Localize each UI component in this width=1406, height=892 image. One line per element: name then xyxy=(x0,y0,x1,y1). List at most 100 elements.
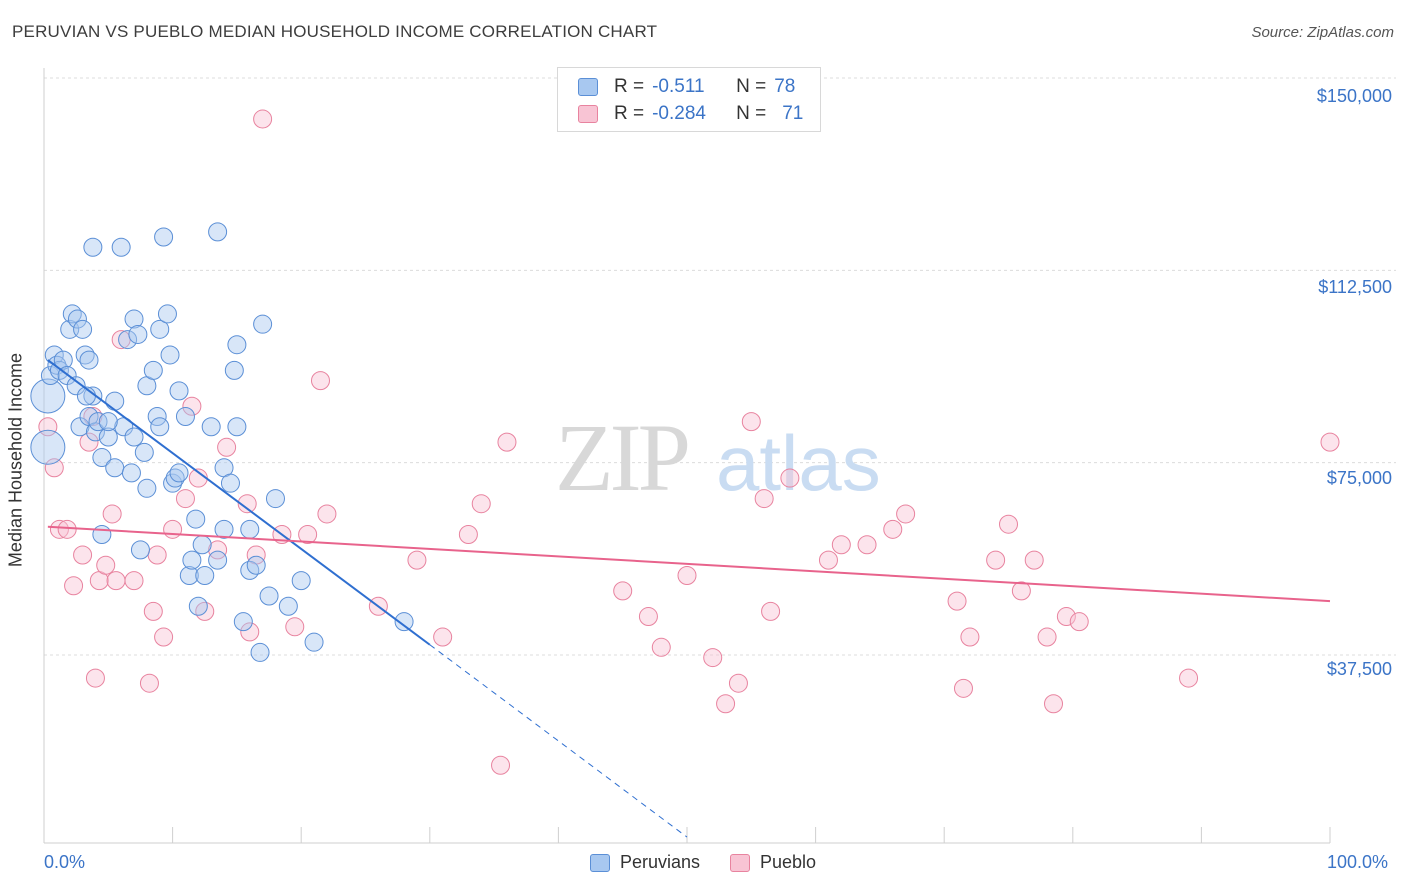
pueblo-point xyxy=(147,545,167,565)
y-tick-label: $112,500 xyxy=(1318,277,1392,297)
pueblo-swatch xyxy=(729,853,750,872)
pueblo-point xyxy=(883,519,903,539)
peruvians-point xyxy=(182,550,202,570)
peruvians-point xyxy=(53,350,73,370)
r-value: -0.284 xyxy=(652,103,706,124)
peruvians-point xyxy=(169,381,189,401)
legend-item-pueblo[interactable]: Pueblo xyxy=(729,852,817,873)
pueblo-point xyxy=(953,678,973,698)
peruvians-point xyxy=(124,427,144,447)
y-tick-label: $37,500 xyxy=(1326,659,1392,679)
peruvians-point xyxy=(128,324,148,344)
peruvians-point xyxy=(62,304,82,324)
pueblo-trend-line xyxy=(47,525,1331,603)
legend-label: Pueblo xyxy=(759,852,817,872)
peruvians-trend-line xyxy=(47,359,431,646)
peruvians-point xyxy=(188,596,208,616)
peruvians-swatch xyxy=(589,853,610,872)
peruvians-point xyxy=(160,345,180,365)
pueblo-point xyxy=(317,504,337,524)
chart-title: PERUVIAN VS PUEBLO MEDIAN HOUSEHOLD INCO… xyxy=(12,22,658,41)
pueblo-point xyxy=(49,519,69,539)
peruvians-point xyxy=(163,473,183,493)
pueblo-point xyxy=(124,571,144,591)
y-axis-label-text: Median Household Income xyxy=(5,352,26,568)
pueblo-point xyxy=(217,437,237,457)
peruvians-trend-extension xyxy=(429,644,688,838)
peruvians-point xyxy=(227,335,247,355)
peruvians-point xyxy=(208,550,228,570)
pueblo-point xyxy=(79,432,99,452)
pueblo-point xyxy=(754,489,774,509)
peruvians-point xyxy=(130,540,150,560)
peruvians-point xyxy=(143,360,163,380)
pueblo-point xyxy=(1037,627,1057,647)
peruvians-point xyxy=(105,391,125,411)
pueblo-point xyxy=(1179,668,1199,688)
peruvians-point xyxy=(253,314,273,334)
peruvians-point xyxy=(92,524,112,544)
peruvians-point xyxy=(224,360,244,380)
peruvians-point xyxy=(169,463,189,483)
peruvians-point xyxy=(75,345,95,365)
pueblo-point xyxy=(253,109,273,129)
pueblo-point xyxy=(638,607,658,627)
n-value: 78 xyxy=(774,76,796,97)
peruvians-point xyxy=(195,566,215,586)
pueblo-point xyxy=(613,581,633,601)
peruvians-point xyxy=(233,612,253,632)
peruvians-point xyxy=(250,642,270,662)
peruvians-point xyxy=(124,309,144,329)
peruvians-point xyxy=(134,442,154,462)
peruvians-point xyxy=(30,378,66,414)
pueblo-point xyxy=(298,524,318,544)
watermark-zip: ZIP xyxy=(555,404,688,511)
peruvians-point xyxy=(66,376,86,396)
peruvians-point xyxy=(208,222,228,242)
peruvians-point xyxy=(118,330,138,350)
pueblo-point xyxy=(1024,550,1044,570)
n-label: N = xyxy=(736,103,767,124)
y-tick-label: $150,000 xyxy=(1316,86,1392,106)
peruvians-point xyxy=(98,412,118,432)
stats-legend: R = -0.511 N = 78 R = -0.284 N = 71 xyxy=(557,67,821,132)
pueblo-point xyxy=(139,673,159,693)
pueblo-point xyxy=(208,540,228,560)
peruvians-swatch xyxy=(578,78,598,96)
peruvians-point xyxy=(98,427,118,447)
peruvians-point xyxy=(92,448,112,468)
pueblo-point xyxy=(143,601,163,621)
peruvians-point xyxy=(40,365,60,385)
peruvians-point xyxy=(304,632,324,652)
r-label: R = xyxy=(614,103,645,124)
pueblo-point xyxy=(780,468,800,488)
pueblo-point xyxy=(471,494,491,514)
x-tick-label-left: 0.0% xyxy=(44,852,86,872)
pueblo-point xyxy=(154,627,174,647)
peruvians-point xyxy=(179,566,199,586)
pueblo-swatch xyxy=(578,105,598,123)
peruvians-point xyxy=(67,309,87,329)
peruvians-point xyxy=(220,473,240,493)
r-value: -0.511 xyxy=(652,76,705,97)
peruvians-point xyxy=(227,417,247,437)
peruvians-point xyxy=(121,463,141,483)
legend-item-peruvians[interactable]: Peruvians xyxy=(589,852,700,873)
peruvians-point xyxy=(186,509,206,529)
peruvians-point xyxy=(214,519,234,539)
pueblo-point xyxy=(182,396,202,416)
peruvians-point xyxy=(192,535,212,555)
pueblo-point xyxy=(1011,581,1031,601)
pueblo-point xyxy=(761,601,781,621)
pueblo-point xyxy=(310,371,330,391)
peruvians-point xyxy=(88,412,108,432)
peruvians-point xyxy=(201,417,221,437)
pueblo-point xyxy=(896,504,916,524)
legend-row-pueblo: R = -0.284 N = 71 xyxy=(578,101,803,127)
pueblo-point xyxy=(947,591,967,611)
pueblo-point xyxy=(57,519,77,539)
peruvians-point xyxy=(73,319,93,339)
peruvians-point xyxy=(240,560,260,580)
series-legend: Peruvians Pueblo xyxy=(0,852,1406,873)
pueblo-point xyxy=(407,550,427,570)
